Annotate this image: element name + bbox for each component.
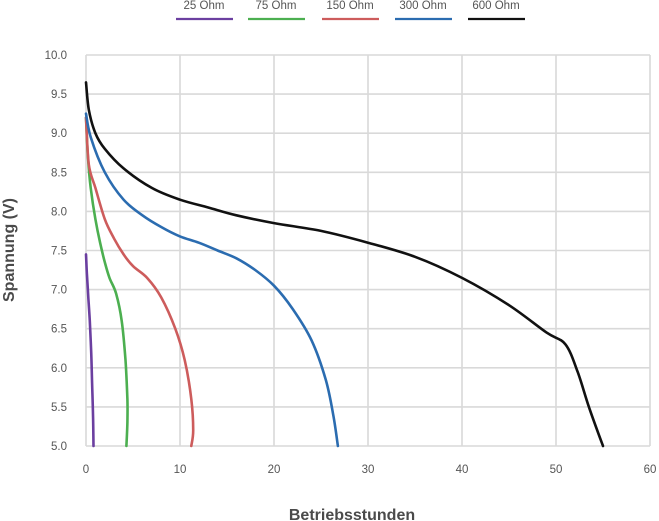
x-tick-label: 30 bbox=[362, 464, 375, 476]
series-line bbox=[84, 81, 605, 448]
x-tick-label: 40 bbox=[456, 464, 469, 476]
x-tick-label: 50 bbox=[550, 464, 563, 476]
series-line bbox=[84, 112, 340, 448]
y-tick-label: 7.0 bbox=[51, 285, 67, 297]
chart-axes: 5.0 5.5 6.0 6.5 7.0 7.5 8.0 8.5 9.0 9.5 10.0 0 10 20 3… bbox=[45, 50, 657, 476]
y-tick-label: 7.5 bbox=[51, 246, 67, 258]
y-tick-label: 9.0 bbox=[51, 128, 67, 140]
x-tick-label: 60 bbox=[644, 464, 657, 476]
x-axis-title: Betriebsstunden bbox=[289, 507, 415, 521]
legend-label: 150 Ohm bbox=[326, 0, 373, 12]
y-axis-title: Spannung (V) bbox=[1, 198, 18, 302]
legend-label: 600 Ohm bbox=[472, 0, 519, 12]
y-tick-label: 8.5 bbox=[51, 167, 67, 179]
y-tick-label: 6.5 bbox=[51, 324, 67, 336]
series-line bbox=[84, 253, 95, 448]
y-tick-label: 6.0 bbox=[51, 363, 67, 375]
x-tick-label: 20 bbox=[268, 464, 281, 476]
legend-label: 25 Ohm bbox=[184, 0, 225, 12]
x-tick-label: 0 bbox=[83, 464, 89, 476]
y-tick-label: 5.0 bbox=[51, 441, 67, 453]
series-line bbox=[84, 116, 195, 448]
legend-label: 300 Ohm bbox=[399, 0, 446, 12]
x-tick-label: 10 bbox=[174, 464, 187, 476]
chart-series bbox=[84, 81, 605, 448]
chart-grid bbox=[85, 54, 651, 447]
series-line bbox=[84, 116, 129, 448]
chart-legend: 25 Ohm 75 Ohm 150 Ohm 300 Ohm 600 Ohm bbox=[176, 0, 525, 21]
legend-label: 75 Ohm bbox=[256, 0, 297, 12]
y-tick-label: 5.5 bbox=[51, 402, 67, 414]
y-tick-label: 10.0 bbox=[45, 50, 67, 62]
y-tick-label: 9.5 bbox=[51, 89, 67, 101]
y-tick-label: 8.0 bbox=[51, 206, 67, 218]
